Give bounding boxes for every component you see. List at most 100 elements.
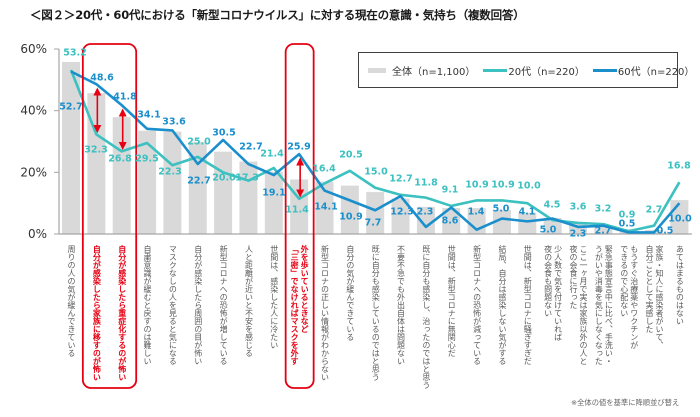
x-tick-label: 自分が感染したら重症化するのが怖い <box>117 245 127 381</box>
x-tick-label: 結局、自分は感染しない気がする <box>497 245 507 365</box>
bar-overall <box>543 217 562 234</box>
bar-overall <box>214 151 233 234</box>
x-tick-label: 既に自分も感染しているのではと思う <box>371 245 381 381</box>
data-label-20s: 32.3 <box>84 145 107 156</box>
bar-overall <box>366 192 385 234</box>
x-tick-label: ここ一ヶ月で実は家族以外の人と 夜の会食に行った <box>569 245 588 365</box>
bar-overall <box>518 212 537 234</box>
data-label-20s: 4.5 <box>544 200 561 211</box>
bar-overall <box>188 141 207 234</box>
x-tick-label: 世間は、新型コロナに騒ぎすぎだ <box>523 245 533 365</box>
x-tick-label: 既に自分も感染し、治ったのではと思う <box>421 245 431 389</box>
legend-label-60s: 60代（n=220） <box>617 66 695 78</box>
data-label-20s: 9.1 <box>442 185 459 196</box>
data-label-60s: 4.1 <box>519 207 536 218</box>
data-label-60s: 2.7 <box>595 226 612 237</box>
data-label-60s: 52.7 <box>59 102 82 113</box>
data-label-20s: 25.0 <box>187 137 211 148</box>
line-20s <box>69 69 681 233</box>
data-label-20s: 16.4 <box>312 164 336 175</box>
data-label-60s: 48.6 <box>90 73 114 84</box>
data-label-60s: 25.9 <box>287 142 310 153</box>
data-label-60s: 8.6 <box>442 216 459 227</box>
data-label-60s: 30.5 <box>212 128 235 139</box>
line-60s <box>70 70 681 234</box>
highlight-box <box>81 43 138 389</box>
legend-label-20s: 20代（n=220） <box>508 66 585 78</box>
bar-overall <box>62 61 80 235</box>
bar-overall <box>594 225 613 234</box>
x-tick-label: 自分の気が緩んできている <box>345 245 355 341</box>
x-tick-label: もうすぐ治療薬やワクチンが できるので心配ない <box>619 245 639 349</box>
data-label-60s: 0.5 <box>657 226 674 237</box>
data-label-60s: 10.9 <box>339 212 362 223</box>
bar-overall <box>138 130 157 234</box>
data-label-60s: 5.0 <box>493 204 510 215</box>
data-label-60s: 41.8 <box>113 92 137 103</box>
x-tick-label: 人と距離が近いと不安を感じる <box>244 245 254 357</box>
x-tick-label: 新型コロナへの恐怖が減っている <box>472 245 482 365</box>
legend-swatch-overall <box>368 67 386 73</box>
bar-overall <box>492 209 511 234</box>
data-label-20s: 2.7 <box>646 205 663 216</box>
data-label-60s: 2.3 <box>570 229 587 240</box>
legend-item-60s: 60代（n=220） <box>592 63 695 78</box>
data-label-60s: 0.5 <box>619 219 636 230</box>
data-label-60s: 22.7 <box>239 142 262 153</box>
footnote: ※全体の値を基準に降順並び替え <box>571 398 680 407</box>
y-tick-label: 0% <box>28 227 47 241</box>
x-tick-label: 家族・知人に感染者がいて、 自分ごととして実感した <box>645 245 665 349</box>
highlight-box <box>284 43 315 389</box>
x-tick-label: 少人数で気を付けていれば 夜の会食も問題ない <box>543 245 563 341</box>
y-tick-label: 60% <box>20 42 47 56</box>
data-label-20s: 3.6 <box>570 202 587 213</box>
data-label-60s: 22.7 <box>187 176 210 187</box>
x-tick-label: 緊急事態宣言中に比べ、手洗い・ うがいや消毒を気にしなくなった <box>594 245 614 365</box>
data-label-20s: 10.9 <box>465 180 488 191</box>
data-label-20s: 10.9 <box>491 180 514 191</box>
legend-swatch-60s <box>592 68 617 72</box>
data-label-60s: 19.1 <box>262 188 285 199</box>
legend-item-overall: 全体（n=1,100） <box>368 63 475 78</box>
bar-overall <box>340 185 359 234</box>
data-label-60s: 34.1 <box>137 110 160 121</box>
chart-title: ＜図２＞20代・60代における「新型コロナウイルス」に対する現在の意識・気持ち（… <box>30 8 525 22</box>
bar-overall <box>163 131 182 234</box>
x-tick-label: 自分が感染したら家族に移すのが怖い <box>92 245 102 381</box>
data-label-60s: 2.3 <box>417 207 434 218</box>
data-label-20s: 53.2 <box>63 48 86 59</box>
data-label-60s: 1.4 <box>468 207 485 218</box>
bar-overall <box>391 198 410 234</box>
bar-overall <box>112 117 131 234</box>
x-tick-label: 世間は、新型コロナに無関心だ <box>447 245 457 357</box>
legend-swatch-20s <box>483 68 508 72</box>
x-tick-label: 世間は、感染した人に冷たい <box>269 245 279 349</box>
x-tick-label: 自分が感染したら周囲の目が怖い <box>193 245 203 365</box>
x-tick-label: 外を歩いているときなど 「三密」でなければマスクを外す <box>290 245 310 365</box>
data-label-60s: 12.3 <box>390 207 413 218</box>
legend: 全体（n=1,100） 20代（n=220） 60代（n=220） <box>358 52 694 88</box>
data-label-20s: 3.2 <box>595 204 612 215</box>
data-label-60s: 5.0 <box>540 225 557 236</box>
x-tick-label: マスクなしの人を見ると気になる <box>168 245 178 365</box>
data-label-20s: 17.3 <box>235 173 258 184</box>
x-tick-label: あてはまるものはない <box>675 245 685 325</box>
data-label-20s: 12.7 <box>389 174 412 185</box>
x-tick-label: 新型コロナの正しい情報がわからない <box>320 245 330 381</box>
data-label-20s: 21.4 <box>260 149 284 160</box>
data-label-20s: 20.5 <box>339 150 362 161</box>
data-label-20s: 11.8 <box>414 178 438 189</box>
bar-overall <box>264 171 283 234</box>
x-tick-label: 不要不急でも外出自体は問題ない <box>396 245 406 365</box>
x-tick-label: 周りの人の気が緩んできている <box>67 245 76 357</box>
bar-overall <box>416 206 435 234</box>
x-tick-label: 新型コロナへの恐怖が増している <box>219 245 229 365</box>
data-label-20s: 22.3 <box>158 167 181 178</box>
x-tick-label: 自粛意識が緩むと戻すのは難しい <box>143 245 153 365</box>
legend-label-overall: 全体（n=1,100） <box>392 66 476 78</box>
data-label-20s: 20.0 <box>212 173 236 184</box>
data-label-20s: 15.0 <box>364 167 388 178</box>
bar-overall <box>442 208 461 234</box>
